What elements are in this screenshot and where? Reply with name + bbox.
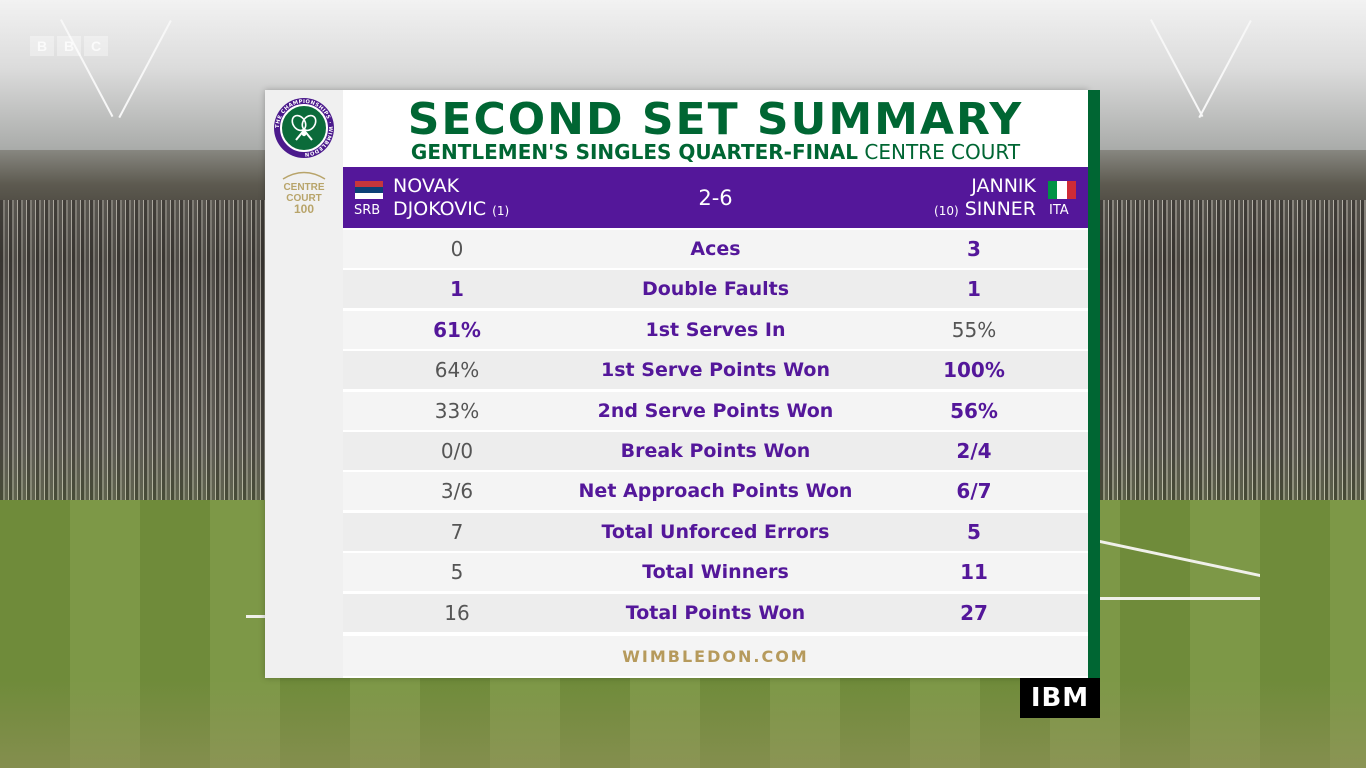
court-name: CENTRE COURT <box>864 140 1021 164</box>
player1-surname: DJOKOVIC <box>393 198 487 220</box>
player1-first-name: NOVAK <box>393 175 460 197</box>
grass-worn-area <box>0 680 1366 768</box>
logo-ring-icon: THE CHAMPIONSHIPS · WIMBLEDON <box>275 99 333 157</box>
stat-row: 0/0 Break Points Won 2/4 <box>343 431 1088 470</box>
player2-stat-value: 2/4 <box>956 438 992 463</box>
bbc-letter: B <box>57 36 81 56</box>
player1-stat-value: 1 <box>450 277 464 302</box>
wimbledon-logo: THE CHAMPIONSHIPS · WIMBLEDON <box>274 98 334 158</box>
stat-row: 33% 2nd Serve Points Won 56% <box>343 391 1088 430</box>
player2-stat-value: 1 <box>967 277 981 302</box>
player2-seed: (10) <box>934 204 959 218</box>
player1-stat-value: 0 <box>450 237 464 261</box>
court-line <box>246 615 266 618</box>
player2-stat-value: 11 <box>960 560 988 585</box>
centre-court-line2: COURT <box>286 193 322 204</box>
ibm-logo: IBM <box>1020 678 1100 718</box>
event-name: GENTLEMEN'S SINGLES QUARTER-FINAL <box>410 140 859 164</box>
stat-label: Double Faults <box>641 278 790 301</box>
serbia-flag-icon <box>355 181 383 199</box>
stat-label: 1st Serves In <box>645 318 786 341</box>
bbc-letter: B <box>30 36 54 56</box>
court-line <box>1100 597 1260 600</box>
player2-stat-value: 55% <box>951 317 997 342</box>
stat-label: Aces <box>690 238 741 260</box>
players-header: SRB NOVAK DJOKOVIC (1) 2-6 JANNIK (10) S… <box>343 167 1088 228</box>
panel-green-edge <box>1088 90 1100 678</box>
footer-website: WIMBLEDON.COM <box>343 636 1088 676</box>
player2-first-name: JANNIK <box>971 175 1036 197</box>
stat-row: 5 Total Winners 11 <box>343 553 1088 592</box>
player2-stat-value: 56% <box>950 398 998 423</box>
player2-stat-value: 6/7 <box>956 479 992 504</box>
centre-court-line1: CENTRE <box>283 182 325 193</box>
crowd-left <box>0 200 270 510</box>
player1-stat-value: 5 <box>450 560 464 585</box>
stat-label: 2nd Serve Points Won <box>597 399 834 422</box>
player1-stat-value: 64% <box>434 358 480 383</box>
set-summary-panel: THE CHAMPIONSHIPS · WIMBLEDON CENTRE COU… <box>265 90 1088 678</box>
stat-row: 0 Aces 3 <box>343 230 1088 268</box>
stat-label: Net Approach Points Won <box>578 480 853 503</box>
crowd-right <box>1100 200 1366 500</box>
crest-icon <box>282 171 326 180</box>
player1-stat-value: 7 <box>450 519 464 544</box>
stat-row: 61% 1st Serves In 55% <box>343 310 1088 349</box>
stat-label: 1st Serve Points Won <box>601 359 830 382</box>
player1-stat-value: 16 <box>444 600 470 625</box>
stat-label: Total Unforced Errors <box>601 520 830 543</box>
player1-stat-value: 3/6 <box>440 479 474 504</box>
player1-country: SRB <box>354 203 381 218</box>
stat-row: 64% 1st Serve Points Won 100% <box>343 351 1088 390</box>
player2-country: ITA <box>1049 203 1069 218</box>
player2-last-name: (10) SINNER <box>934 198 1036 222</box>
crossed-rackets-icon <box>280 104 328 152</box>
player2-stat-value: 5 <box>967 519 981 544</box>
player1-stat-value: 33% <box>434 398 480 423</box>
italy-flag-icon <box>1048 181 1076 199</box>
player2-stat-value: 27 <box>960 600 988 625</box>
panel-side-strip <box>265 90 343 678</box>
stat-label: Total Winners <box>642 561 789 584</box>
player2-stat-value: 3 <box>967 237 981 261</box>
bbc-logo: B B C <box>30 36 108 56</box>
panel-title: SECOND SET SUMMARY <box>407 94 1024 145</box>
bbc-letter: C <box>84 36 108 56</box>
centre-court-100-badge: CENTRE COURT 100 <box>277 170 331 215</box>
player1-last-name: DJOKOVIC (1) <box>393 198 509 222</box>
stat-label: Break Points Won <box>620 439 811 462</box>
stat-row: 16 Total Points Won 27 <box>343 593 1088 632</box>
player2-stat-value: 100% <box>943 358 1005 383</box>
svg-text:THE CHAMPIONSHIPS · WIMBLEDON: THE CHAMPIONSHIPS · WIMBLEDON <box>275 99 333 157</box>
panel-subtitle: GENTLEMEN'S SINGLES QUARTER-FINAL CENTRE… <box>343 140 1088 164</box>
stat-label: Total Points Won <box>625 601 806 624</box>
set-score: 2-6 <box>698 186 733 210</box>
stat-row: 1 Double Faults 1 <box>343 270 1088 309</box>
player1-seed: (1) <box>492 204 510 218</box>
player1-stat-value: 61% <box>433 317 481 342</box>
centre-court-number: 100 <box>293 202 315 216</box>
stat-row: 7 Total Unforced Errors 5 <box>343 512 1088 551</box>
stat-row: 3/6 Net Approach Points Won 6/7 <box>343 472 1088 511</box>
stats-table: 0 Aces 3 1 Double Faults 1 61% 1st Serves In 55%… <box>343 230 1088 634</box>
logo-ring-text: THE CHAMPIONSHIPS · WIMBLEDON <box>275 99 333 157</box>
player1-stat-value: 0/0 <box>440 438 474 463</box>
player2-surname: SINNER <box>964 198 1036 220</box>
